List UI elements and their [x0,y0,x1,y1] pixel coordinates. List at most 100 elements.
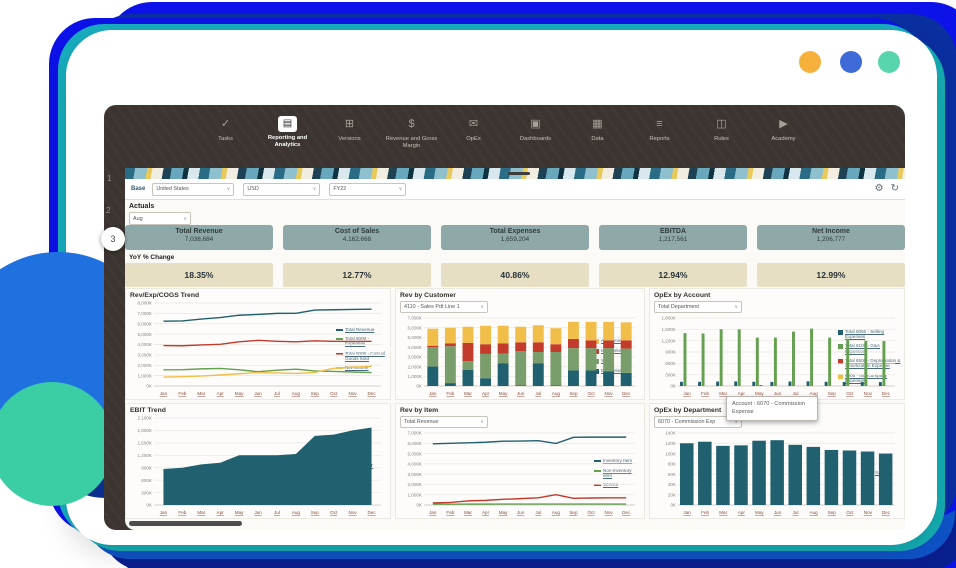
bar[interactable] [842,381,846,386]
stacked-bar-segment[interactable] [427,328,439,346]
stacked-bar-segment[interactable] [480,353,491,379]
x-axis-label[interactable]: Feb [178,510,186,515]
x-axis-label[interactable]: May [499,391,508,396]
x-axis-label[interactable]: Mar [719,391,727,396]
stacked-bar-segment[interactable] [444,343,456,347]
stacked-bar-segment[interactable] [480,378,491,386]
stacked-bar-segment[interactable] [515,342,527,352]
stacked-bar-segment[interactable] [550,352,562,386]
x-axis-label[interactable]: Nov [349,391,358,396]
x-axis-label[interactable]: Jul [793,391,799,396]
x-axis-label[interactable]: Feb [446,510,454,515]
x-axis-label[interactable]: Feb [701,391,709,396]
x-axis-label[interactable]: Jan [160,510,168,515]
legend-item[interactable]: Non-inventory Item [594,468,641,479]
x-axis-label[interactable]: May [235,391,244,396]
x-axis-label[interactable]: Jan [429,510,437,515]
stacked-bar-segment[interactable] [550,344,562,352]
x-axis-label[interactable]: Jul [793,510,799,515]
stacked-bar-segment[interactable] [603,348,615,372]
stacked-bar-segment[interactable] [568,370,579,386]
nav-item-versions[interactable]: ⊞ Versions [323,116,377,168]
stacked-bar-segment[interactable] [532,342,544,352]
stacked-bar-segment[interactable] [532,352,544,364]
x-axis-label[interactable]: May [499,510,508,515]
stacked-bar-segment[interactable] [480,344,491,354]
stacked-bar-segment[interactable] [462,369,474,386]
bar[interactable] [752,440,766,505]
chart-selector[interactable]: Total Revenue ∨ [400,416,488,428]
bar[interactable] [698,441,712,505]
x-axis-label[interactable]: Jun [254,391,262,396]
x-axis-label[interactable]: Mar [464,510,472,515]
stacked-bar-segment[interactable] [497,353,509,364]
stacked-bar-segment[interactable] [515,326,527,343]
bar[interactable] [824,449,839,505]
legend-item[interactable]: Total 6100 - G&A Expenses [838,343,901,354]
bar[interactable] [734,381,738,386]
x-axis-label[interactable]: Sep [311,510,320,515]
bar[interactable] [737,329,741,386]
x-axis-label[interactable]: Oct [587,391,595,396]
bar[interactable] [770,381,774,386]
x-axis-label[interactable]: Oct [587,510,595,515]
nav-item-tasks[interactable]: ✓ Tasks [199,116,253,168]
x-axis-label[interactable]: Jul [535,510,541,515]
stacked-bar-segment[interactable] [532,363,544,386]
stacked-bar-segment[interactable] [497,363,509,386]
legend-item[interactable]: Total 5000 - Cost of Goods Sold [336,351,387,362]
x-axis-label[interactable]: Sep [311,391,320,396]
horizontal-scrollbar[interactable] [129,521,242,526]
chart-selector[interactable]: 6070 - Commission Exp ∨ [654,416,742,428]
legend-item[interactable]: Inventory Item [594,458,641,463]
x-axis-label[interactable]: Jan [160,391,168,396]
bar[interactable] [842,450,857,505]
x-axis-label[interactable]: Dec [367,510,376,515]
x-axis-label[interactable]: Aug [552,391,561,396]
x-axis-label[interactable]: Apr [217,510,225,515]
legend-item[interactable]: Total 6050 - Selling Expenses [838,329,901,340]
x-axis-label[interactable]: Aug [552,510,561,515]
bar[interactable] [701,333,705,386]
x-axis-label[interactable]: Dec [622,391,631,396]
x-axis-label[interactable]: Sep [569,510,578,515]
legend-item[interactable]: Service [594,482,641,487]
x-axis-label[interactable]: Feb [178,391,186,396]
x-axis-label[interactable]: Oct [846,510,854,515]
bar[interactable] [806,446,821,505]
stacked-bar-segment[interactable] [497,325,509,344]
currency-select[interactable]: USD ∨ [243,182,321,196]
nav-item-academy[interactable]: ▶ Academy [757,116,811,168]
stacked-bar-segment[interactable] [550,328,562,345]
nav-item-opex[interactable]: ✉ OpEx [447,116,501,168]
x-axis-label[interactable]: Feb [701,510,709,515]
x-axis-label[interactable]: Apr [482,391,490,396]
bar[interactable] [806,381,810,386]
bar[interactable] [773,337,777,386]
x-axis-label[interactable]: Dec [882,391,891,396]
bar[interactable] [698,381,701,386]
stacked-bar-segment[interactable] [444,346,456,384]
stacked-bar-segment[interactable] [585,321,597,341]
chart-selector[interactable]: Total Department ∨ [654,301,742,313]
x-axis-label[interactable]: Jun [517,510,525,515]
bar[interactable] [734,445,748,505]
month-select[interactable]: Aug ∨ [129,212,191,225]
x-axis-label[interactable]: Mar [197,510,205,515]
stacked-bar-segment[interactable] [585,348,597,371]
x-axis-label[interactable]: Apr [217,391,225,396]
stacked-bar-segment[interactable] [585,340,597,349]
nav-item-rules[interactable]: ◫ Rules [695,116,749,168]
x-axis-label[interactable]: Jun [517,391,525,396]
x-axis-label[interactable]: Apr [738,510,746,515]
gear-icon[interactable]: ⚙ [874,183,884,194]
nav-item-data[interactable]: ▦ Data [571,116,625,168]
nav-item-dashboards[interactable]: ▣ Dashboards [509,116,563,168]
x-axis-label[interactable]: Nov [864,510,873,515]
bar[interactable] [759,385,763,386]
stacked-bar-segment[interactable] [568,348,579,371]
bar[interactable] [716,445,730,505]
bar[interactable] [878,382,882,386]
stacked-bar-segment[interactable] [568,338,579,349]
bar[interactable] [792,331,795,386]
